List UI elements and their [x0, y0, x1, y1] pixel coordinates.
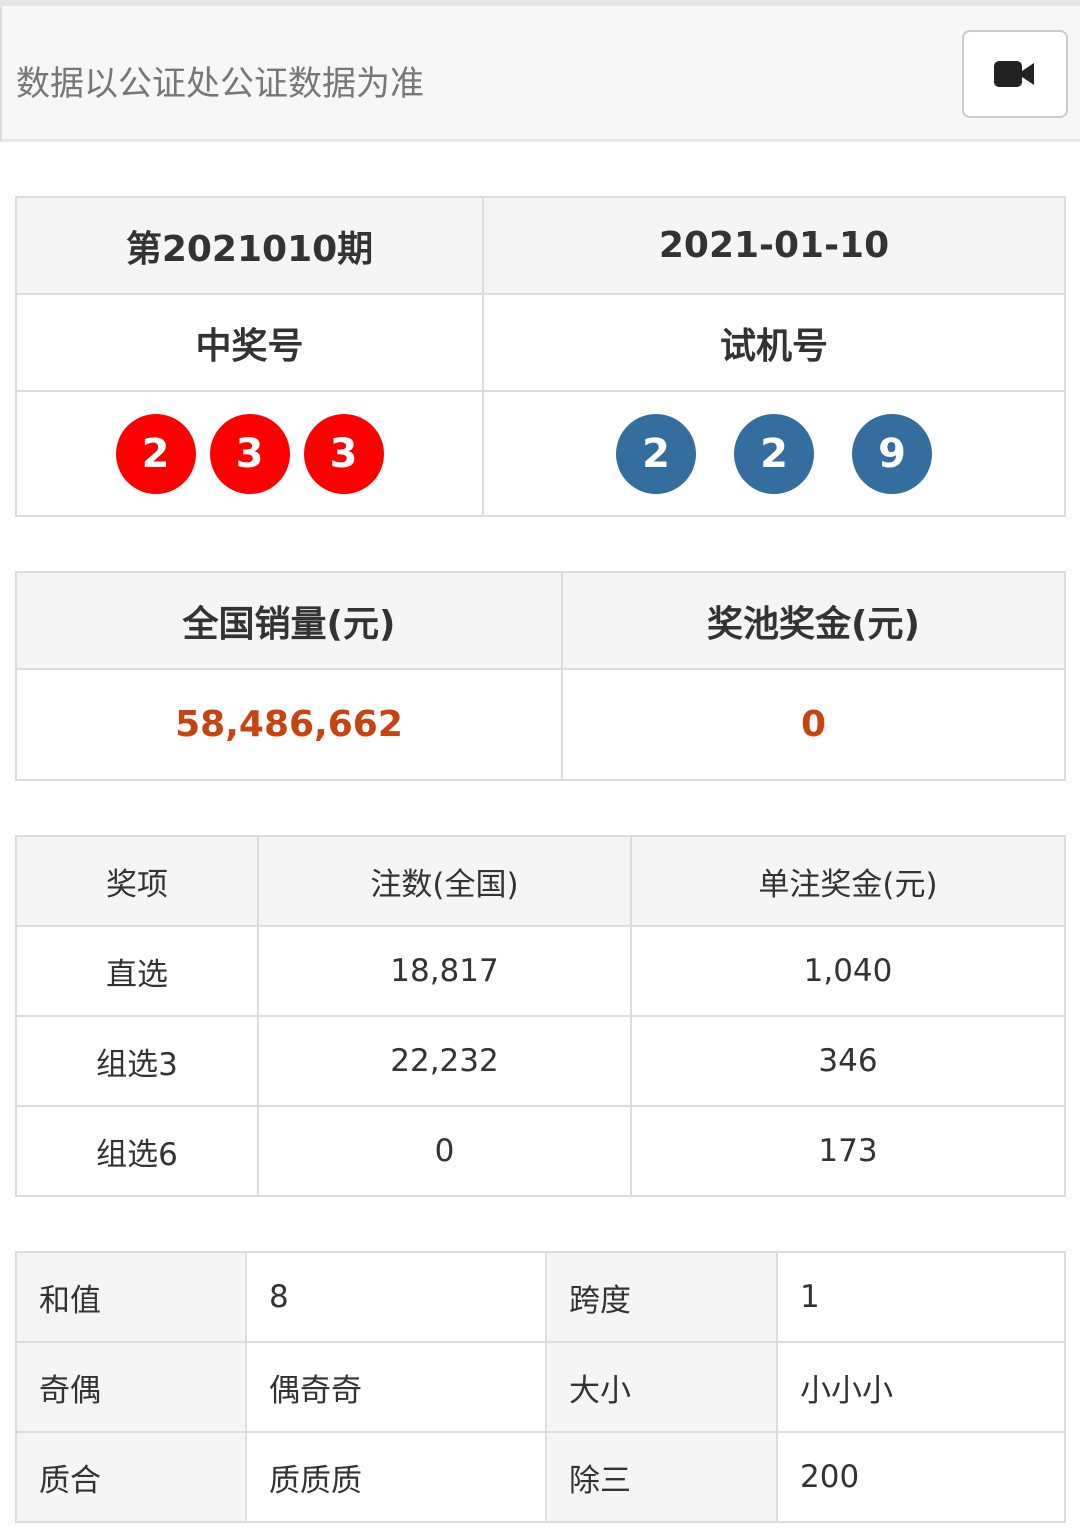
video-camera-icon: [994, 61, 1034, 87]
stat-value: 质质质: [245, 1431, 547, 1523]
prize-name: 组选3: [15, 1015, 259, 1107]
stat-label: 质合: [15, 1431, 247, 1523]
table-row: 组选3 22,232 346: [15, 1015, 1066, 1107]
column-header: 奖项: [15, 835, 259, 927]
video-button[interactable]: [962, 30, 1068, 118]
stats-table: 和值 8 跨度 1 奇偶 偶奇奇 大小 小小小 质合 质质质 除三 200: [15, 1251, 1066, 1523]
test-label: 试机号: [482, 293, 1066, 392]
issue-number: 第2021010期: [15, 196, 484, 295]
draw-date: 2021-01-10: [482, 196, 1066, 295]
prize-amount: 346: [630, 1015, 1066, 1107]
table-row: 奇偶 偶奇奇 大小 小小小: [15, 1341, 1066, 1433]
winning-ball: 3: [303, 413, 384, 494]
column-header: 单注奖金(元): [630, 835, 1066, 927]
prize-table: 奖项 注数(全国) 单注奖金(元) 直选 18,817 1,040 组选3 22,23…: [15, 835, 1066, 1197]
header: 数据以公证处公证数据为准: [0, 6, 1080, 142]
pool-label: 奖池奖金(元): [561, 571, 1066, 670]
sales-table: 全国销量(元) 奖池奖金(元) 58,486,662 0: [15, 571, 1066, 781]
stat-value: 200: [776, 1431, 1066, 1523]
stat-value: 1: [776, 1251, 1066, 1343]
sales-value: 58,486,662: [15, 668, 563, 781]
stat-label: 奇偶: [15, 1341, 247, 1433]
winning-ball: 2: [115, 413, 196, 494]
test-ball: 2: [616, 413, 696, 494]
sales-label: 全国销量(元): [15, 571, 563, 670]
prize-amount: 173: [630, 1105, 1066, 1197]
winning-label: 中奖号: [15, 293, 484, 392]
prize-count: 0: [257, 1105, 632, 1197]
test-ball: 2: [734, 413, 814, 494]
prize-name: 直选: [15, 925, 259, 1017]
table-row: 组选6 0 173: [15, 1105, 1066, 1197]
column-header: 注数(全国): [257, 835, 632, 927]
stat-value: 偶奇奇: [245, 1341, 547, 1433]
winning-ball: 3: [209, 413, 290, 494]
table-row: 和值 8 跨度 1: [15, 1251, 1066, 1343]
stat-value: 8: [245, 1251, 547, 1343]
table-row: 质合 质质质 除三 200: [15, 1431, 1066, 1523]
prize-count: 18,817: [257, 925, 632, 1017]
stat-value: 小小小: [776, 1341, 1066, 1433]
prize-amount: 1,040: [630, 925, 1066, 1017]
stat-label: 和值: [15, 1251, 247, 1343]
table-row: 直选 18,817 1,040: [15, 925, 1066, 1017]
notice-text: 数据以公证处公证数据为准: [16, 64, 424, 104]
top-strip: [0, 0, 1080, 6]
stat-label: 大小: [545, 1341, 778, 1433]
prize-count: 22,232: [257, 1015, 632, 1107]
stat-label: 除三: [545, 1431, 778, 1523]
pool-value: 0: [561, 668, 1066, 781]
test-ball: 9: [852, 413, 932, 494]
prize-name: 组选6: [15, 1105, 259, 1197]
stat-label: 跨度: [545, 1251, 778, 1343]
